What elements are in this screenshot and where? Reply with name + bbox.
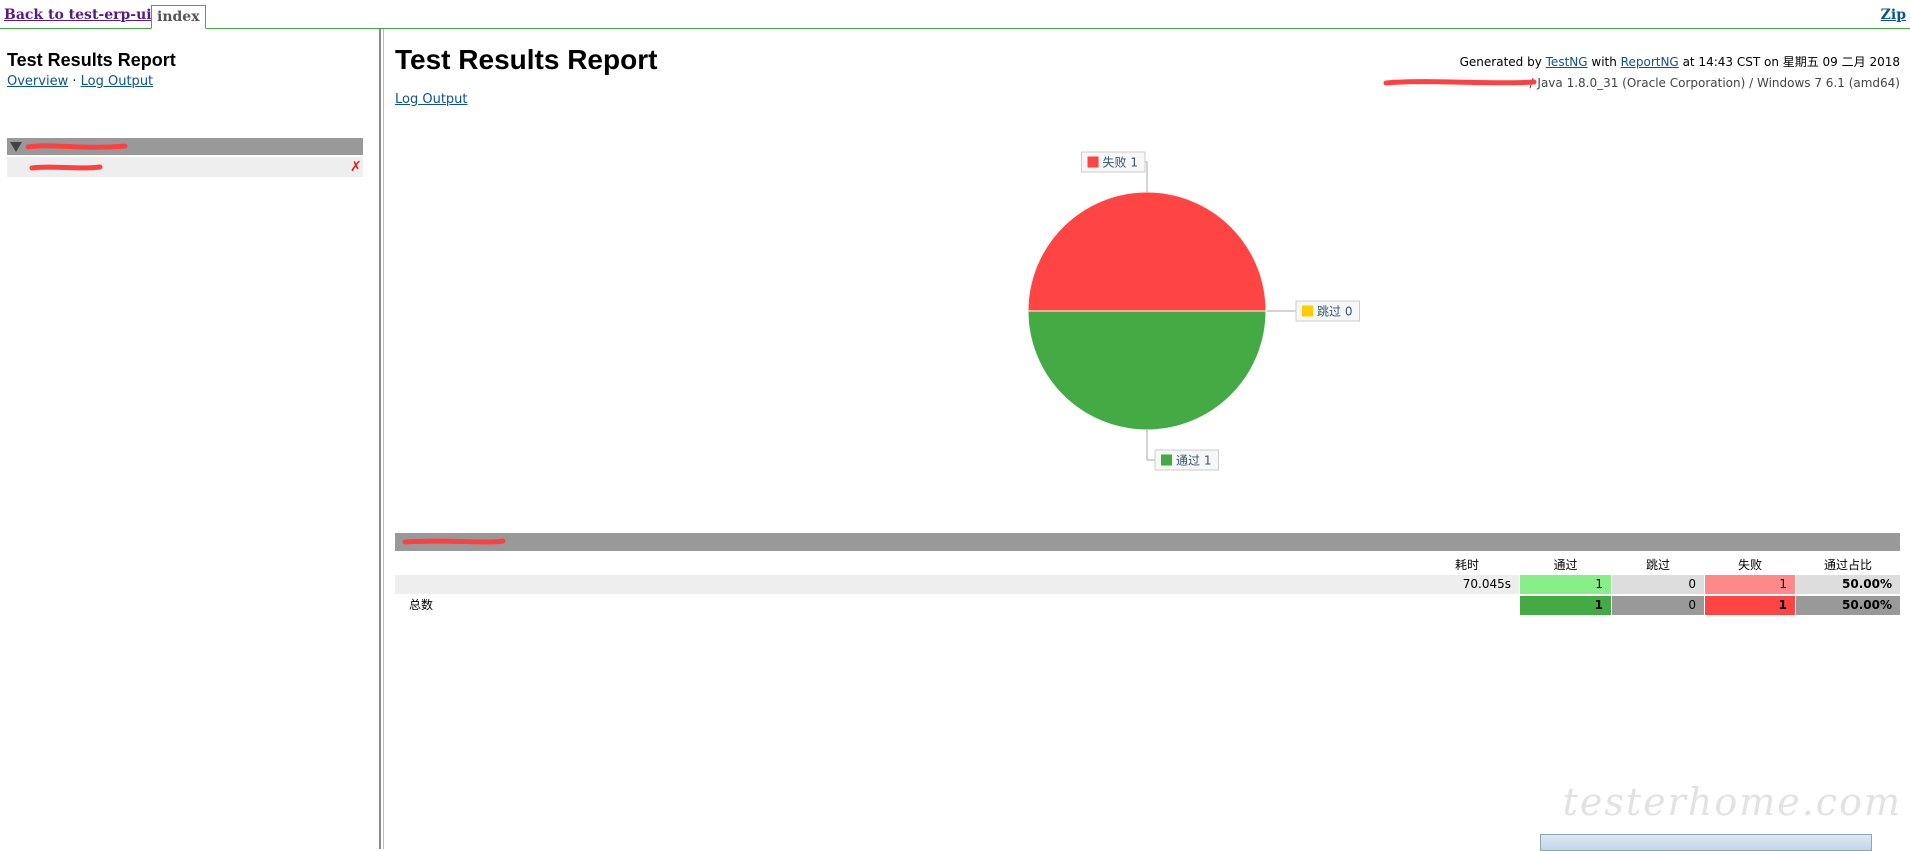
log-link[interactable]: Log Output <box>80 74 154 89</box>
label-text: 跳过 0 <box>1317 305 1352 319</box>
redaction <box>1383 79 1537 86</box>
slice-name: 通过 <box>1176 454 1200 468</box>
redactions <box>1383 79 1537 86</box>
generated-info: Generated by TestNG with ReportNG at 14:… <box>1460 53 1900 70</box>
slice-name: 跳过 <box>1317 305 1341 319</box>
column-header: 通过 <box>1553 558 1578 572</box>
fail-icon: ✗ <box>350 159 362 175</box>
divider <box>379 29 384 849</box>
log-output-link[interactable]: Log Output <box>395 92 468 107</box>
text: with <box>1591 55 1617 69</box>
tab[interactable]: index <box>151 5 206 29</box>
environment: / Java 1.8.0_31 (Oracle Corporation) / W… <box>1529 76 1900 90</box>
legend-swatch <box>1302 305 1313 317</box>
redaction <box>402 538 506 545</box>
pie-label: 通过 1 <box>1154 449 1219 471</box>
row-name-cell <box>395 575 1415 594</box>
slice-name: 失败 <box>1103 155 1127 170</box>
slice-value: 0 <box>1345 305 1353 319</box>
pass-rate: 50.00% <box>1796 575 1900 594</box>
label-text: 通过 1 <box>1176 454 1211 468</box>
column-header: 耗时 <box>1454 558 1479 572</box>
label-text: 失败 1 <box>1103 155 1138 170</box>
pie-slice <box>1027 310 1267 431</box>
connector <box>1145 161 1148 192</box>
legend-swatch <box>1087 156 1099 168</box>
redactions <box>25 143 128 171</box>
redaction <box>29 164 103 171</box>
text: at 14:43 CST on 星期五 09 二月 2018 <box>1682 55 1900 69</box>
bottom-panel <box>1540 834 1872 851</box>
pie-chart: 失败 1 跳过 0 通过 1 <box>1027 151 1360 471</box>
duration: 70.045s <box>1415 575 1519 594</box>
reportng-link[interactable]: ReportNG <box>1620 55 1679 69</box>
pie-label: 跳过 0 <box>1295 300 1360 322</box>
sidebar-links: Overview · Log Output <box>7 74 153 89</box>
slice-value: 1 <box>1130 156 1138 170</box>
overview-link[interactable]: Overview <box>7 74 69 89</box>
slice-value: 1 <box>1204 454 1212 468</box>
pie-label: 失败 1 <box>1081 151 1146 173</box>
watermark: testerhome.com <box>1562 780 1902 824</box>
collapse-icon[interactable] <box>10 142 22 152</box>
redaction <box>25 143 128 150</box>
column-header: 通过占比 <box>1823 558 1872 572</box>
testng-link[interactable]: TestNG <box>1545 55 1588 69</box>
skip-count: 0 <box>1612 575 1704 594</box>
column-header: 失败 <box>1737 558 1762 572</box>
sidebar-title: Test Results Report <box>7 50 176 70</box>
zip-link[interactable]: Zip <box>1880 7 1906 23</box>
total-label: 总数 <box>409 598 434 612</box>
back-link[interactable]: Back to test-erp-ui <box>4 7 152 23</box>
separator: · <box>72 74 77 89</box>
total-fail: 1 <box>1705 596 1795 615</box>
suite-row[interactable] <box>7 157 363 177</box>
connector <box>1146 430 1155 461</box>
pie-slice <box>1027 191 1267 312</box>
legend-swatch <box>1161 454 1172 466</box>
total-skip: 0 <box>1612 596 1704 615</box>
suite-bar[interactable] <box>7 138 363 155</box>
top-bar: Back to test-erp-ui index Zip <box>0 0 1910 29</box>
report-title: Test Results Report <box>395 44 658 75</box>
suite-header-bar <box>395 533 1900 551</box>
fail-count: 1 <box>1705 575 1795 594</box>
total-pass: 1 <box>1520 596 1611 615</box>
pass-count: 1 <box>1520 575 1611 594</box>
column-header: 跳过 <box>1645 558 1670 572</box>
total-rate: 50.00% <box>1796 596 1900 615</box>
text: Generated by <box>1459 55 1542 69</box>
